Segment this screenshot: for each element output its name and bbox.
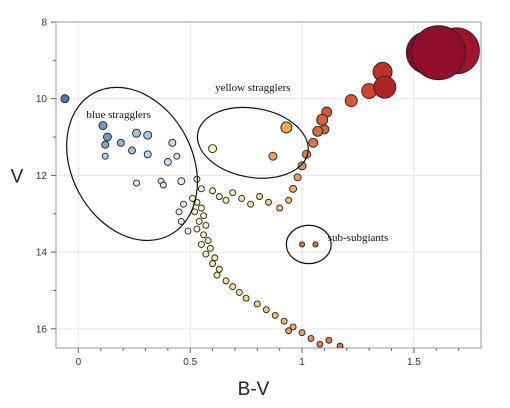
star-point: [229, 189, 237, 197]
star-point: [211, 254, 219, 262]
star-point: [116, 138, 125, 147]
region-ellipses: [66, 86, 332, 265]
star-point: [132, 128, 141, 138]
star-point: [98, 121, 108, 131]
star-point: [197, 185, 205, 193]
star-point: [344, 94, 358, 108]
star-point: [206, 244, 214, 252]
star-point: [159, 181, 167, 189]
star-point: [262, 306, 270, 314]
star-point: [308, 137, 319, 148]
y-axis-title: V: [11, 166, 24, 187]
star-point: [297, 161, 307, 171]
star-point: [285, 327, 293, 335]
star-point: [316, 113, 329, 126]
star-point: [312, 241, 319, 248]
star-point: [200, 231, 208, 239]
star-point: [168, 138, 177, 147]
region-labels: blue stragglers yellow stragglers sub-subg…: [86, 82, 388, 244]
star-point: [202, 250, 210, 258]
star-point: [238, 194, 246, 202]
star-point: [242, 294, 250, 302]
star-point: [143, 150, 152, 159]
plot-frame: [55, 21, 482, 349]
x-tick-label: 0: [76, 357, 82, 368]
star-point: [193, 225, 201, 233]
star-point: [200, 212, 208, 220]
star-point: [285, 196, 293, 204]
y-tick-label: 12: [36, 171, 48, 182]
star-point: [325, 336, 333, 344]
star-point: [276, 204, 284, 212]
y-tick-label: 8: [41, 18, 47, 29]
star-point: [316, 340, 324, 348]
star-point: [177, 177, 186, 186]
star-point: [299, 241, 306, 248]
blue-stragglers-ellipse: [66, 86, 199, 242]
star-point: [373, 75, 397, 99]
star-point: [268, 151, 278, 161]
star-point: [173, 152, 181, 160]
star-point: [133, 179, 140, 187]
star-point: [204, 237, 212, 245]
sub-subgiants-ellipse: [285, 224, 332, 265]
star-point: [195, 217, 203, 225]
star-point: [209, 187, 217, 195]
star-point: [293, 173, 302, 182]
yellow-stragglers-label: yellow stragglers: [215, 82, 290, 94]
sub-subgiants-label: sub-subgiants: [328, 232, 389, 244]
x-tick-label: 1.5: [407, 357, 421, 368]
star-point: [197, 240, 205, 248]
star-point: [215, 193, 223, 200]
star-point: [235, 288, 243, 296]
star-point: [256, 193, 264, 200]
star-point: [208, 144, 218, 154]
star-point: [215, 265, 223, 273]
star-point: [101, 152, 109, 160]
blue-stragglers-label: blue stragglers: [86, 109, 150, 121]
star-point: [177, 217, 185, 225]
star-point: [184, 227, 192, 235]
x-tick-label: 0.5: [183, 357, 197, 368]
star-point: [298, 329, 306, 337]
star-point: [265, 198, 272, 206]
axis-ticks: 0 0.5 1 1.5 8 10 12 14 16: [36, 18, 460, 368]
star-point: [307, 334, 315, 342]
star-point: [180, 200, 187, 208]
star-point: [163, 158, 172, 166]
star-point: [202, 221, 210, 229]
yellow-stragglers-ellipse: [196, 106, 309, 179]
star-point: [411, 25, 466, 81]
star-point: [271, 311, 279, 319]
y-tick-label: 14: [36, 248, 48, 259]
star-point: [213, 271, 221, 279]
star-point: [143, 130, 153, 140]
star-point: [197, 204, 205, 212]
star-point: [222, 277, 230, 285]
star-point: [229, 283, 237, 291]
y-tick-label: 10: [36, 94, 48, 105]
star-point: [280, 317, 288, 325]
y-tick-label: 16: [36, 324, 48, 335]
data-points: [60, 25, 480, 348]
x-tick-label: 1: [299, 357, 305, 368]
star-point: [280, 121, 293, 134]
star-point: [175, 208, 183, 216]
star-point: [247, 200, 255, 208]
star-point: [209, 260, 217, 268]
star-point: [253, 300, 261, 308]
star-point: [60, 94, 70, 104]
star-point: [222, 196, 230, 204]
star-point: [101, 140, 110, 149]
x-axis-title: B-V: [238, 379, 270, 400]
star-point: [289, 323, 297, 331]
star-point: [312, 125, 324, 137]
star-point: [336, 342, 344, 348]
star-point: [289, 184, 298, 193]
star-point: [102, 132, 112, 142]
star-point: [128, 146, 137, 155]
